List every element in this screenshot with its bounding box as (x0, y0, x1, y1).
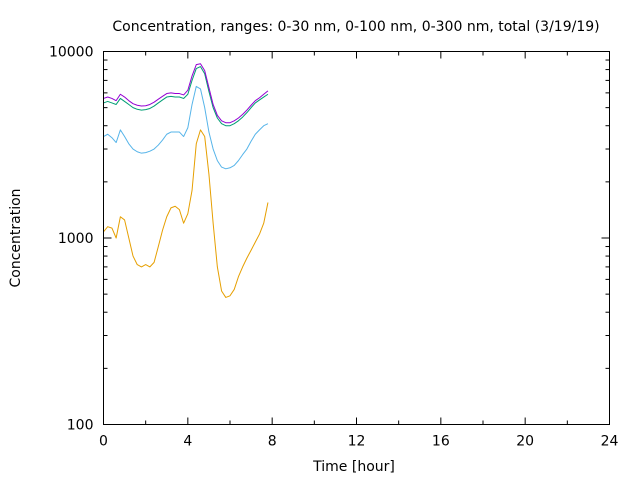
y-axis-ticks: 100 1000 10000 (49, 45, 610, 434)
y-tick-label: 1000 (58, 231, 94, 247)
x-axis-ticks: 0 4 8 12 16 20 24 (99, 51, 619, 450)
y-axis-label: Concentration (8, 188, 24, 287)
series-group (103, 63, 269, 298)
x-tick-label: 0 (99, 434, 108, 450)
series-line-0-100-nm (103, 85, 269, 170)
plot-frame (103, 51, 610, 425)
x-tick-label: 4 (183, 434, 192, 450)
x-axis-label: Time [hour] (312, 459, 395, 475)
x-tick-label: 8 (268, 434, 277, 450)
x-tick-label: 24 (601, 434, 619, 450)
series-line-0-30-nm (103, 129, 269, 298)
x-tick-label: 12 (348, 434, 366, 450)
chart-title: Concentration, ranges: 0-30 nm, 0-100 nm… (112, 19, 599, 35)
y-tick-label: 100 (67, 418, 94, 434)
series-line-total (103, 63, 269, 124)
y-tick-label: 10000 (49, 45, 94, 61)
x-tick-label: 16 (432, 434, 450, 450)
series-line-0-300-nm (103, 66, 269, 127)
x-tick-label: 20 (516, 434, 534, 450)
